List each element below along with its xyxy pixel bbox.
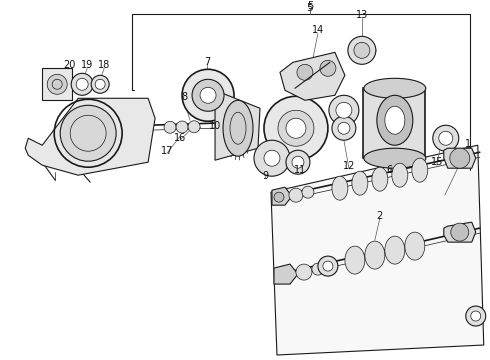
Text: 13: 13: [356, 10, 368, 21]
Polygon shape: [444, 148, 476, 168]
Text: 16: 16: [174, 133, 186, 143]
Text: 15: 15: [431, 157, 443, 167]
Ellipse shape: [264, 150, 280, 166]
Polygon shape: [363, 88, 425, 158]
Ellipse shape: [192, 79, 224, 111]
Ellipse shape: [450, 148, 470, 168]
Text: 5: 5: [307, 1, 313, 12]
Ellipse shape: [91, 75, 109, 93]
Ellipse shape: [164, 121, 176, 133]
Ellipse shape: [345, 246, 365, 274]
Text: 10: 10: [209, 121, 221, 131]
Text: 9: 9: [262, 171, 268, 181]
Ellipse shape: [471, 311, 481, 321]
Ellipse shape: [302, 186, 314, 198]
Ellipse shape: [60, 105, 116, 161]
Ellipse shape: [332, 176, 348, 200]
Ellipse shape: [278, 110, 314, 146]
Ellipse shape: [47, 74, 67, 94]
Ellipse shape: [188, 121, 200, 133]
Ellipse shape: [297, 64, 313, 80]
Ellipse shape: [312, 263, 324, 275]
Ellipse shape: [365, 241, 385, 269]
Ellipse shape: [433, 125, 459, 151]
Text: 12: 12: [343, 161, 355, 171]
Text: 14: 14: [312, 25, 324, 35]
Polygon shape: [280, 52, 345, 100]
Text: 2: 2: [377, 211, 383, 221]
Ellipse shape: [323, 261, 333, 271]
Text: 8: 8: [181, 92, 187, 102]
Ellipse shape: [377, 95, 413, 145]
Ellipse shape: [320, 60, 336, 76]
Ellipse shape: [292, 156, 304, 168]
Ellipse shape: [176, 121, 188, 133]
Ellipse shape: [200, 87, 216, 103]
Ellipse shape: [332, 116, 356, 140]
Ellipse shape: [286, 118, 306, 138]
Ellipse shape: [223, 100, 253, 156]
Ellipse shape: [318, 256, 338, 276]
Text: 19: 19: [81, 60, 93, 70]
Ellipse shape: [354, 42, 370, 58]
Ellipse shape: [466, 306, 486, 326]
Ellipse shape: [76, 78, 88, 90]
Text: 1: 1: [465, 139, 471, 149]
Ellipse shape: [385, 236, 405, 264]
Ellipse shape: [274, 192, 284, 202]
Polygon shape: [25, 98, 155, 175]
Ellipse shape: [95, 79, 105, 89]
Ellipse shape: [385, 106, 405, 134]
Ellipse shape: [392, 163, 408, 187]
Polygon shape: [272, 187, 292, 205]
Ellipse shape: [405, 232, 425, 260]
Text: 11: 11: [294, 165, 306, 175]
Polygon shape: [444, 222, 476, 242]
Ellipse shape: [364, 78, 426, 98]
Ellipse shape: [254, 140, 290, 176]
Polygon shape: [215, 90, 260, 160]
Text: 7: 7: [204, 57, 210, 67]
Polygon shape: [42, 68, 72, 100]
Text: 17: 17: [161, 146, 173, 156]
Ellipse shape: [289, 188, 303, 202]
Ellipse shape: [372, 167, 388, 191]
Ellipse shape: [352, 171, 368, 195]
Polygon shape: [271, 145, 484, 355]
Ellipse shape: [264, 96, 328, 160]
Text: 5: 5: [307, 3, 313, 13]
Ellipse shape: [439, 131, 453, 145]
Ellipse shape: [451, 223, 469, 241]
Ellipse shape: [338, 122, 350, 134]
Ellipse shape: [336, 102, 352, 118]
Polygon shape: [274, 264, 298, 284]
Ellipse shape: [182, 69, 234, 121]
Ellipse shape: [286, 150, 310, 174]
Ellipse shape: [71, 73, 93, 95]
Ellipse shape: [412, 158, 428, 182]
Text: 18: 18: [98, 60, 110, 70]
Ellipse shape: [364, 148, 426, 168]
Ellipse shape: [348, 36, 376, 64]
Ellipse shape: [329, 95, 359, 125]
Text: 20: 20: [63, 60, 75, 70]
Ellipse shape: [296, 264, 312, 280]
Text: 6: 6: [387, 165, 393, 175]
